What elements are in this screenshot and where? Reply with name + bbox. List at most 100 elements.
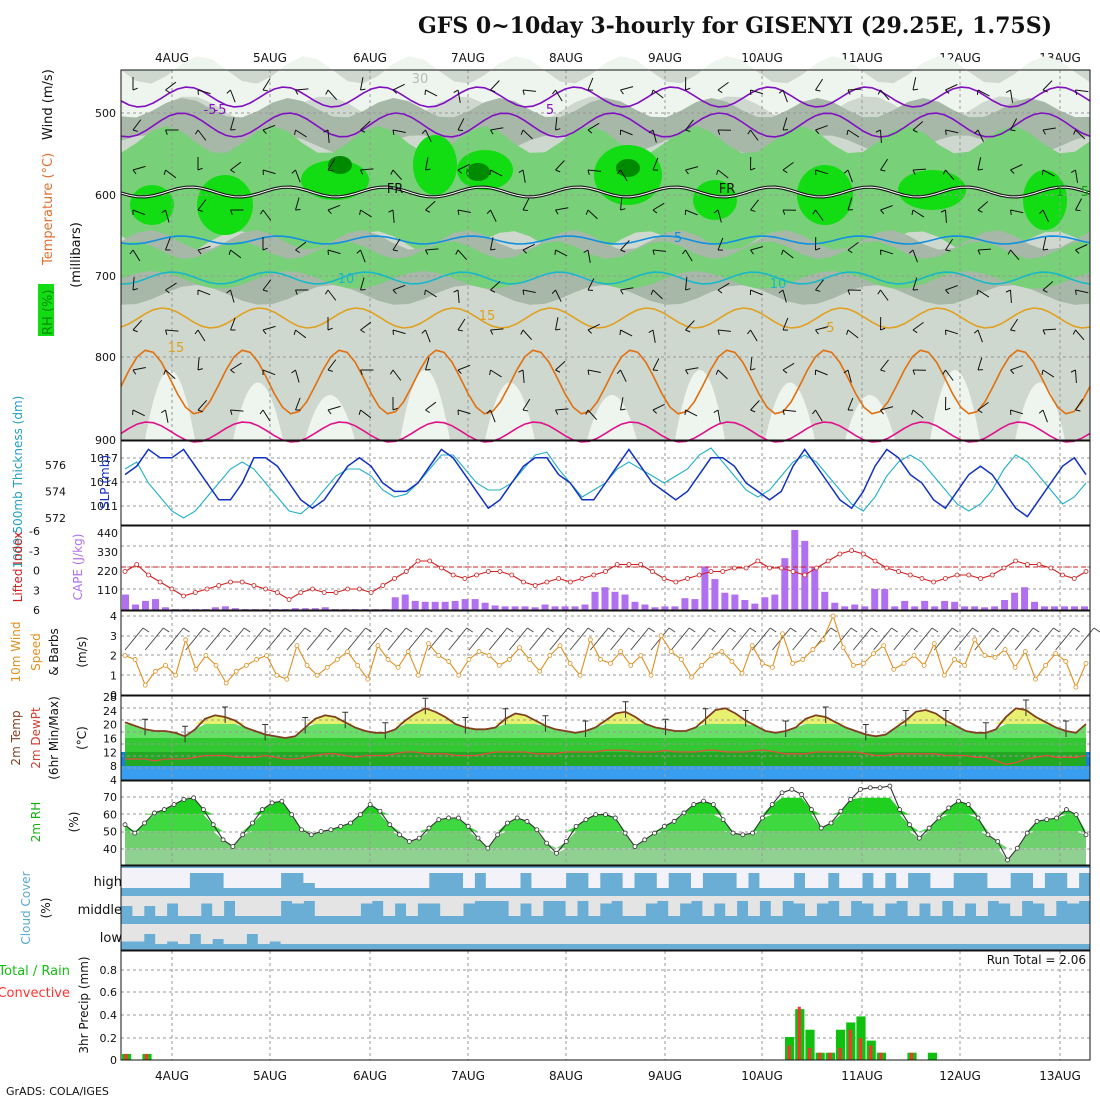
rh2m-point [622,830,628,836]
cloud-clear-segment [964,896,977,904]
wind-barb [327,289,337,301]
wind-barb [912,249,918,263]
wind-speed-point [699,662,704,668]
cape-bar [901,600,909,610]
cloud-clear-segment [554,924,567,944]
wind-barb-flag [911,409,914,415]
wind-barb [620,169,628,182]
cloud-clear-segment [474,896,487,901]
wind-barb-flag [812,409,816,415]
wind-ylabel-1: 10m Wind [9,622,23,683]
precip-tick: 0.4 [100,1009,118,1022]
wind-barb [230,161,242,171]
wind-barb-flag [555,409,559,415]
cloud-clear-segment [394,896,407,904]
wind-barb-flag [782,369,788,374]
wind-barb-flag [620,208,626,211]
cloud-clear-segment [246,896,259,916]
precip-conv-bar [828,1052,832,1060]
wind-barb-flag [555,328,561,331]
wind-barb [327,129,330,143]
lifted-index-point [556,576,562,581]
wind-speed-point [678,657,684,662]
wind-units: (m/s) [75,636,89,667]
top-date-label: 8AUG [549,51,583,65]
wind-barb [1010,365,1023,371]
bottom-date-label: 6AUG [353,1069,387,1083]
wind-barb [425,329,431,343]
cloud-clear-segment [656,924,669,944]
lifted-index-point [978,576,983,581]
cloud-clear-segment [976,896,988,916]
wind-barb-flag [490,89,496,93]
wind-barb-flag [977,209,983,213]
cloud-clear-segment [1021,896,1034,901]
wind-barb [1075,198,1083,211]
wind-barb-flag [197,167,203,171]
rh2m-point [1044,817,1050,823]
cloud-clear-segment [189,924,202,934]
panel-frame [120,695,1091,781]
cloud-clear-segment [178,896,190,916]
lifted-index-point [286,597,292,602]
wind-barb [620,240,630,251]
panel-frame [120,865,1091,951]
rh2m-point [897,807,903,812]
wind-barb-flag [1041,369,1044,375]
cloud-clear-segment [554,868,567,888]
wind-barb [815,125,828,131]
wind-barb [295,197,300,211]
wind-barb [587,249,591,263]
rh2m-tick: 70 [103,791,117,804]
wind-barb [691,627,710,651]
wind-speed-point [901,661,907,666]
cloud-clear-segment [235,924,247,944]
cloud-clear-segment [862,868,874,873]
rh2m-point [1034,818,1040,824]
wind-barb-flag [1073,627,1080,633]
precip-conv-bar [879,1052,883,1060]
bottom-date-label: 11AUG [841,1069,883,1083]
wind-barb-flag [945,249,951,252]
wind-barb-flag [880,369,886,372]
lifted-index-point [743,565,749,571]
wind-barb [360,277,365,291]
cloud-clear-segment [531,868,544,888]
cloud-clear-segment [850,868,863,888]
cloud-clear-segment [508,868,521,888]
cloud-clear-segment [440,924,453,944]
precip-tick: 0.6 [100,986,118,999]
cloud-clear-segment [839,896,852,916]
wind-barb [295,241,307,251]
wind-barb [717,237,724,251]
rh2m-point [152,810,157,816]
cloud-clear-segment [736,868,749,888]
cloud-clear-segment [121,924,133,942]
wind-barb [295,88,309,91]
cloud-clear-segment [223,924,236,944]
wind-barb-flag [912,169,916,175]
wind-barb-flag [197,368,203,371]
cape-bar [781,558,789,610]
top-date-axis: 4AUG 5AUG 6AUG 7AUG 8AUG 9AUG 10AUG 11AUG 12AUG 1… [155,51,1081,65]
wind-barb [522,169,526,183]
cloud-clear-segment [793,924,806,944]
wind-barb [360,321,372,331]
wind-barb [1075,369,1077,384]
wind-speed-point [770,664,775,670]
slp-ylabel: SLP (mb) [98,455,112,509]
cape-bar [841,606,849,610]
wind-barb-flag [262,89,269,92]
wind-barb-flag [781,249,784,255]
lifted-index-point [626,562,632,567]
wind-barb-flag [262,129,267,135]
wind-barb [457,318,466,331]
cloud-clear-segment [212,868,225,873]
wind-speed-point [638,653,644,658]
bottom-date-label: 10AUG [741,1069,783,1083]
wind-barb-flag [345,627,352,633]
wind-barb [457,289,460,303]
cloud-clear-segment [349,868,361,888]
wind-speed-point [152,668,158,674]
cape-bar [601,587,609,610]
